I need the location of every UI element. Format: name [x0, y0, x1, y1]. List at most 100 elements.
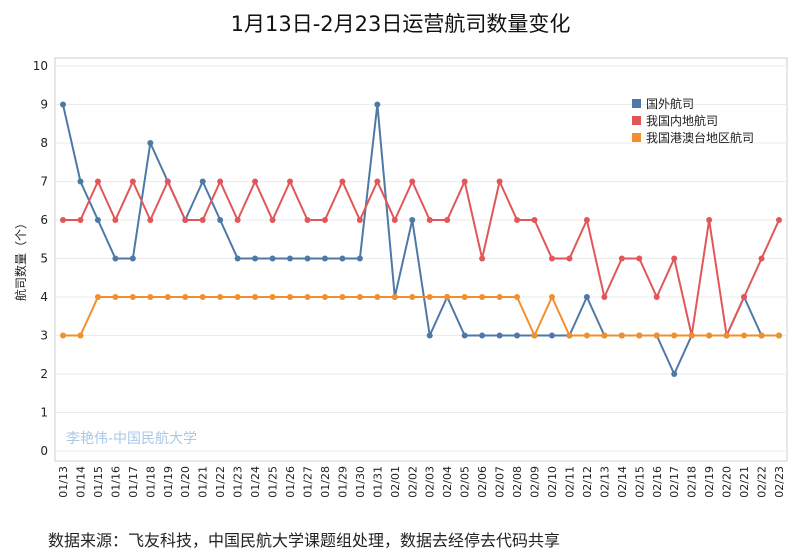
x-tick-label: 02/07: [494, 466, 507, 498]
data-point: [636, 255, 643, 262]
data-point: [776, 332, 782, 339]
data-point: [77, 332, 84, 339]
data-point: [287, 178, 294, 185]
x-tick-label: 02/15: [633, 466, 646, 498]
data-point: [164, 178, 171, 185]
x-tick-label: 01/18: [144, 466, 157, 498]
data-source-footer: 数据来源：飞友科技，中国民航大学课题组处理，数据去经停去代码共享: [48, 531, 561, 550]
x-tick-label: 01/29: [336, 466, 349, 498]
data-point: [653, 332, 660, 339]
data-point: [77, 178, 84, 185]
data-point: [217, 217, 224, 223]
data-point: [60, 332, 66, 339]
data-point: [426, 332, 433, 339]
x-tick-label: 02/05: [459, 466, 472, 498]
data-point: [321, 294, 328, 300]
data-point: [723, 332, 730, 339]
x-tick-label: 02/08: [511, 466, 524, 498]
x-tick-label: 01/25: [267, 466, 280, 498]
legend-swatch: [632, 133, 641, 142]
data-point: [391, 294, 398, 300]
x-tick-label: 02/13: [598, 466, 611, 498]
data-point: [461, 178, 468, 185]
legend-label: 国外航司: [646, 96, 694, 111]
x-tick-label: 02/11: [563, 466, 576, 498]
y-tick-labels: 0 1 2 3 4 5 6 7 8 9 10: [33, 59, 48, 458]
data-point: [671, 371, 678, 377]
x-tick-label: 02/14: [616, 466, 629, 498]
y-tick-label: 5: [40, 252, 48, 266]
data-point: [199, 294, 206, 300]
data-point: [741, 332, 748, 339]
x-tick-label: 02/03: [424, 466, 437, 498]
x-tick-label: 02/10: [546, 466, 559, 498]
data-point: [426, 217, 433, 223]
data-point: [514, 217, 521, 223]
x-tick-labels: 01/13 01/14 01/15 01/16 01/17 01/18 01/19 01/20…: [57, 466, 786, 498]
data-point: [234, 255, 241, 262]
x-tick-label: 01/15: [92, 466, 105, 498]
data-point: [479, 255, 486, 262]
data-point: [426, 294, 433, 300]
data-point: [182, 217, 189, 223]
data-point: [94, 294, 101, 300]
data-point: [112, 255, 119, 262]
series-line: [63, 180, 780, 337]
data-point: [374, 294, 381, 300]
data-point: [252, 294, 259, 300]
data-point: [548, 332, 555, 339]
data-point: [758, 332, 765, 339]
x-tick-label: 01/23: [232, 466, 245, 498]
data-point: [391, 217, 398, 223]
series-lines: [60, 101, 782, 377]
data-point: [147, 140, 154, 146]
data-point: [514, 294, 521, 300]
data-point: [269, 217, 276, 223]
data-point: [583, 332, 590, 339]
y-tick-label: 2: [40, 367, 48, 381]
data-point: [776, 217, 782, 223]
x-tick-label: 01/17: [127, 466, 140, 498]
data-point: [112, 217, 119, 223]
data-point: [514, 332, 521, 339]
data-point: [304, 294, 311, 300]
data-point: [94, 178, 101, 185]
series-2: [60, 294, 782, 339]
data-point: [583, 294, 590, 300]
data-point: [409, 217, 416, 223]
data-point: [304, 217, 311, 223]
data-point: [287, 294, 294, 300]
x-tick-label: 01/22: [214, 466, 227, 498]
data-point: [374, 101, 381, 108]
y-tick-label: 10: [33, 59, 48, 73]
data-point: [60, 101, 66, 108]
data-point: [496, 294, 503, 300]
x-tick-label: 02/09: [529, 466, 542, 498]
data-point: [601, 332, 608, 339]
data-point: [409, 178, 416, 185]
data-point: [461, 294, 468, 300]
data-point: [129, 255, 136, 262]
data-point: [409, 294, 416, 300]
data-point: [671, 332, 678, 339]
data-point: [479, 332, 486, 339]
x-tick-label: 01/16: [109, 466, 122, 498]
x-tick-label: 02/16: [651, 466, 664, 498]
x-tick-label: 01/28: [319, 466, 332, 498]
data-point: [77, 217, 84, 223]
x-tick-label: 01/20: [179, 466, 192, 498]
data-point: [321, 217, 328, 223]
x-tick-label: 02/21: [738, 466, 751, 498]
y-tick-label: 4: [40, 290, 48, 304]
data-point: [496, 332, 503, 339]
data-point: [129, 178, 136, 185]
data-point: [164, 294, 171, 300]
data-point: [129, 294, 136, 300]
data-point: [479, 294, 486, 300]
data-point: [147, 294, 154, 300]
data-point: [671, 255, 678, 262]
watermark: 李艳伟-中国民航大学: [66, 431, 197, 447]
data-point: [60, 217, 66, 223]
grid-lines: [55, 65, 787, 452]
